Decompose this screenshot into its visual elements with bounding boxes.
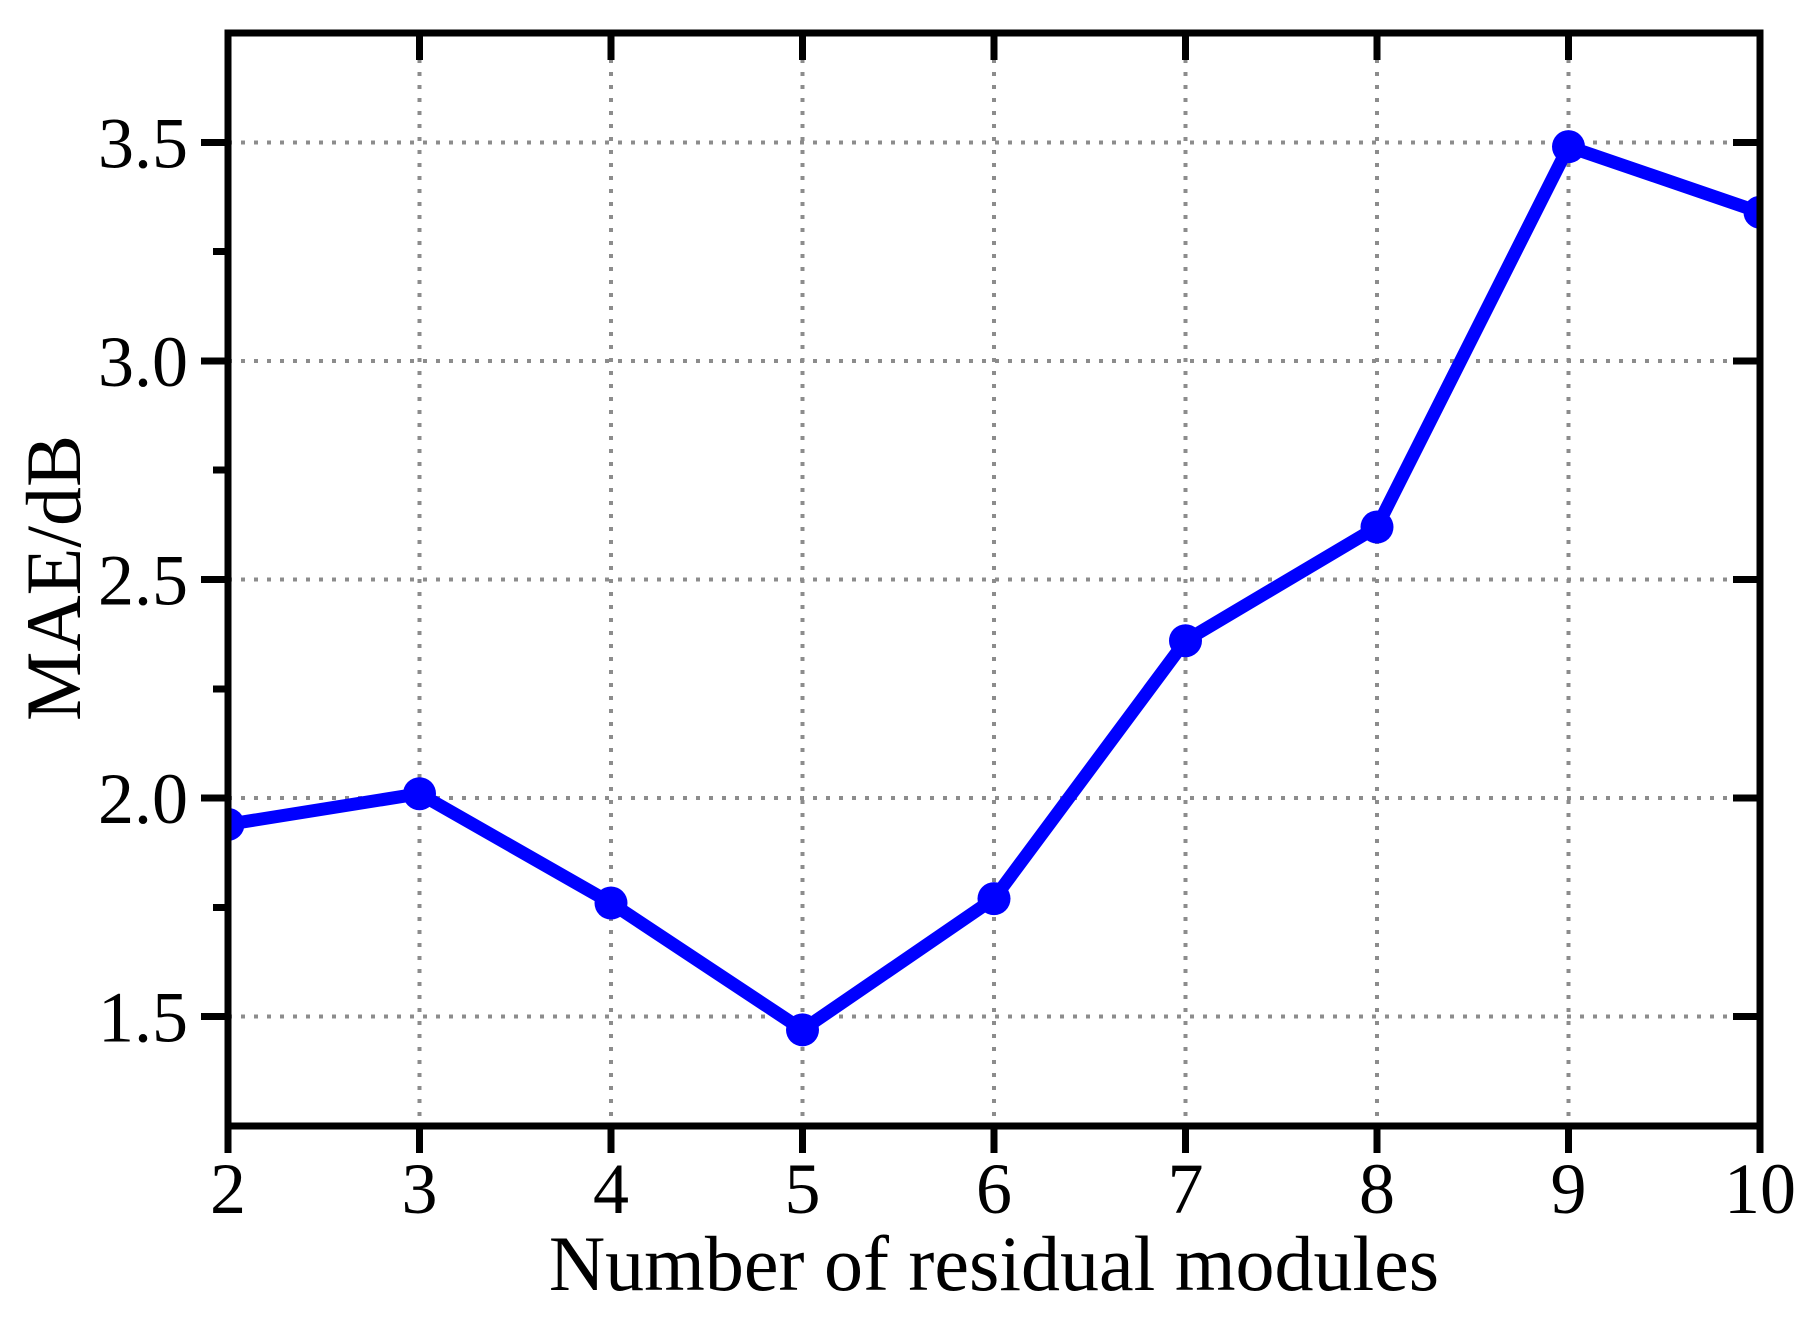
data-point [1552,130,1585,164]
data-point [228,807,245,841]
x-tick-label: 2 [210,1149,246,1229]
x-tick-labels: 2 3 4 5 6 7 8 9 10 [210,1149,1796,1229]
data-point [977,882,1011,916]
x-tick-label: 10 [1724,1149,1796,1229]
y-tick-label: 3.5 [98,103,188,183]
y-tick-label: 2.5 [98,541,188,621]
y-tick-label: 1.5 [98,978,188,1058]
plot-gridlines [228,33,1760,1126]
data-point [594,886,628,920]
data-point [1169,624,1202,658]
x-tick-label: 4 [593,1149,629,1229]
x-axis-title: Number of residual modules [549,1220,1439,1307]
data-point [403,777,436,811]
x-tick-label: 9 [1551,1149,1587,1229]
y-tick-label: 2.0 [98,759,188,839]
x-tick-label: 5 [785,1149,821,1229]
axis-ticks [201,33,1764,1153]
x-tick-label: 6 [976,1149,1012,1229]
data-series [228,130,1760,1047]
data-point [1360,510,1394,544]
x-tick-label: 8 [1359,1149,1395,1229]
y-tick-label: 3.0 [98,322,188,402]
x-tick-label: 3 [402,1149,438,1229]
y-tick-labels: 1.5 2.0 2.5 3.0 3.5 [98,103,188,1057]
data-point [1743,195,1760,229]
data-point [786,1013,819,1047]
x-tick-label: 7 [1168,1149,1204,1229]
y-axis-title: MAE/dB [10,435,97,721]
